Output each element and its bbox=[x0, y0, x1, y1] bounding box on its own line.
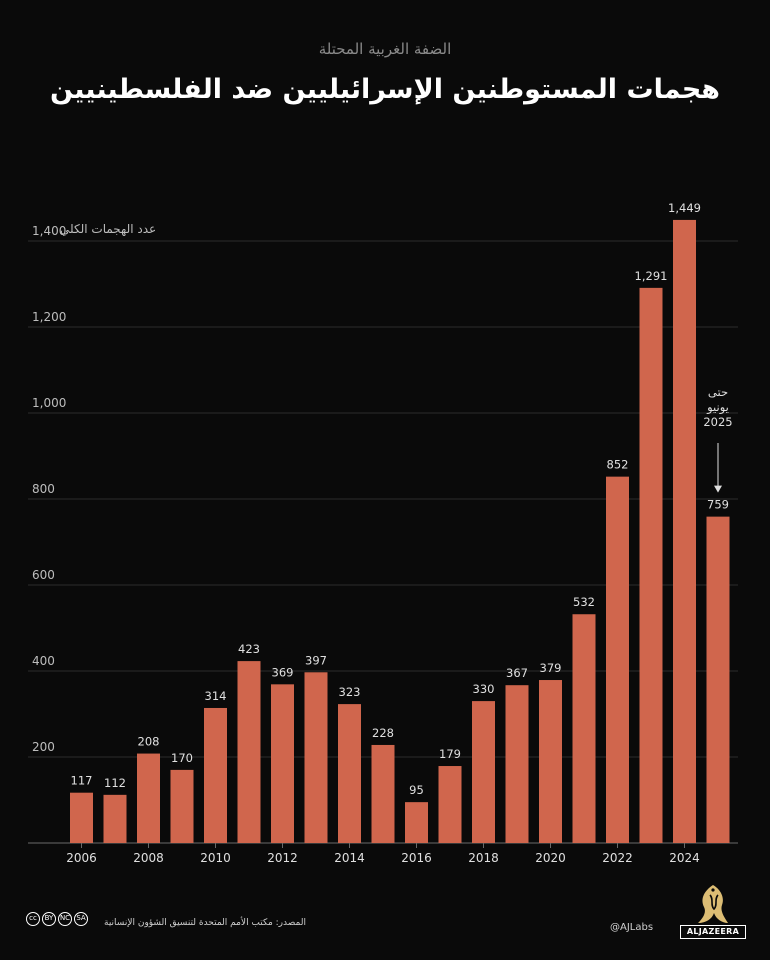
bar-value-label: 852 bbox=[607, 458, 629, 472]
bar bbox=[170, 769, 194, 843]
y-tick-label: 1,000 bbox=[32, 396, 66, 410]
bar-value-label: 1,449 bbox=[668, 201, 701, 215]
bar-value-label: 367 bbox=[506, 666, 528, 680]
bar-value-label: 330 bbox=[473, 682, 495, 696]
y-tick-label: 1,200 bbox=[32, 310, 66, 324]
annotation-text: 2025 bbox=[703, 415, 732, 429]
bar bbox=[271, 684, 294, 843]
bar bbox=[438, 766, 462, 843]
bar bbox=[673, 219, 696, 843]
annotation-text: حتى bbox=[708, 385, 728, 399]
bar-value-label: 759 bbox=[707, 498, 729, 512]
bar bbox=[472, 701, 495, 843]
y-tick-label: 400 bbox=[32, 654, 55, 668]
cc-icon: cc bbox=[26, 912, 40, 926]
aljazeera-wordmark: ALJAZEERA bbox=[680, 925, 746, 939]
source-text: المصدر: مكتب الأمم المتحدة لتنسيق الشؤون… bbox=[104, 918, 306, 928]
x-tick-label: 2022 bbox=[602, 851, 633, 865]
bar bbox=[405, 802, 428, 843]
bar-value-label: 423 bbox=[238, 642, 260, 656]
bar-value-label: 117 bbox=[71, 774, 93, 788]
bar bbox=[237, 661, 261, 843]
chart-subtitle: الضفة الغربية المحتلة bbox=[318, 40, 452, 58]
cc-by-icon: BY bbox=[42, 912, 56, 926]
bar bbox=[639, 287, 663, 843]
bar bbox=[70, 792, 93, 843]
bar-value-label: 1,291 bbox=[635, 269, 668, 283]
bar-value-label: 208 bbox=[138, 735, 160, 749]
bar bbox=[204, 707, 227, 843]
ajlabs-handle: @AJLabs bbox=[610, 922, 654, 933]
bar bbox=[706, 516, 730, 843]
bar bbox=[371, 744, 395, 843]
x-tick-label: 2020 bbox=[535, 851, 566, 865]
cc-license-badges: cc BY NC SA bbox=[26, 912, 88, 926]
bar-value-label: 228 bbox=[372, 726, 394, 740]
aljazeera-logo-icon bbox=[698, 885, 728, 923]
bar bbox=[606, 476, 629, 843]
bar-value-label: 179 bbox=[439, 747, 461, 761]
bar bbox=[103, 794, 127, 843]
x-tick-label: 2024 bbox=[669, 851, 700, 865]
cc-sa-icon: SA bbox=[74, 912, 88, 926]
y-axis-label: عدد الهجمات الكلي bbox=[60, 222, 157, 236]
x-tick-label: 2018 bbox=[468, 851, 499, 865]
bar-value-label: 170 bbox=[171, 751, 193, 765]
y-tick-label: 1,400 bbox=[32, 224, 66, 238]
bar-value-label: 314 bbox=[205, 689, 227, 703]
bar-value-label: 379 bbox=[540, 661, 562, 675]
bar bbox=[539, 680, 562, 843]
annotation-arrow-head bbox=[714, 485, 722, 493]
x-tick-label: 2012 bbox=[267, 851, 298, 865]
chart-title: هجمات المستوطنين الإسرائيليين ضد الفلسطي… bbox=[49, 74, 721, 105]
y-tick-label: 800 bbox=[32, 482, 55, 496]
bar bbox=[304, 672, 328, 843]
x-tick-label: 2016 bbox=[401, 851, 432, 865]
x-tick-label: 2010 bbox=[200, 851, 231, 865]
x-tick-label: 2006 bbox=[66, 851, 97, 865]
y-tick-label: 600 bbox=[32, 568, 55, 582]
bar-value-label: 369 bbox=[272, 665, 294, 679]
bar-value-label: 323 bbox=[339, 685, 361, 699]
x-tick-label: 2008 bbox=[133, 851, 164, 865]
bar bbox=[505, 685, 529, 843]
bar-value-label: 95 bbox=[409, 783, 424, 797]
bar-value-label: 532 bbox=[573, 595, 595, 609]
bar-value-label: 112 bbox=[104, 776, 126, 790]
y-tick-label: 200 bbox=[32, 740, 55, 754]
x-tick-label: 2014 bbox=[334, 851, 365, 865]
cc-nc-icon: NC bbox=[58, 912, 72, 926]
annotation-text: يونيو bbox=[706, 400, 729, 415]
bar bbox=[137, 753, 160, 843]
bar bbox=[572, 614, 596, 843]
bar-value-label: 397 bbox=[305, 653, 327, 667]
bar bbox=[338, 704, 361, 843]
